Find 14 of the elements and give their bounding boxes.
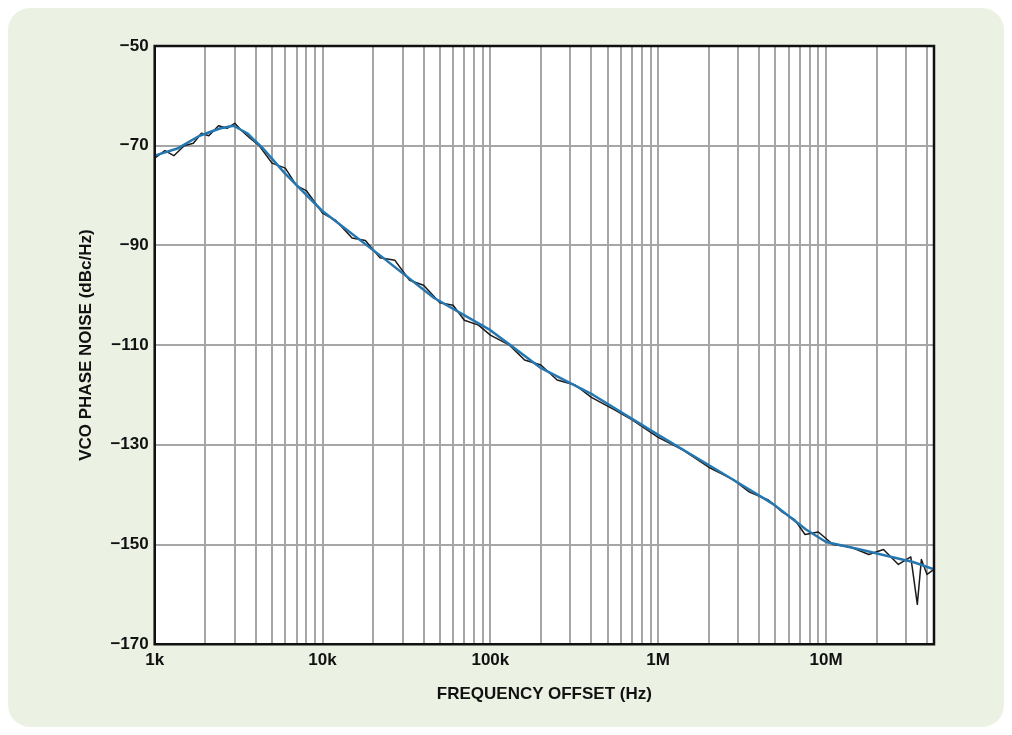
x-tick-label: 1M — [646, 650, 670, 670]
y-tick-label: −130 — [110, 434, 149, 454]
x-tick-label: 10k — [308, 650, 338, 670]
x-tick-label: 10M — [809, 650, 843, 670]
x-axis-title: FREQUENCY OFFSET (Hz) — [436, 684, 652, 704]
y-tick-label: −170 — [110, 633, 149, 653]
y-tick-label: −50 — [119, 35, 149, 55]
y-axis-title: VCO PHASE NOISE (dBc/Hz) — [75, 229, 95, 461]
y-tick-label: −70 — [119, 135, 149, 155]
y-tick-label: −150 — [110, 534, 149, 554]
x-tick-label: 100k — [471, 650, 510, 670]
y-tick-label: −110 — [111, 334, 149, 354]
x-tick-label: 1k — [145, 650, 165, 670]
y-tick-label: −90 — [119, 235, 149, 255]
